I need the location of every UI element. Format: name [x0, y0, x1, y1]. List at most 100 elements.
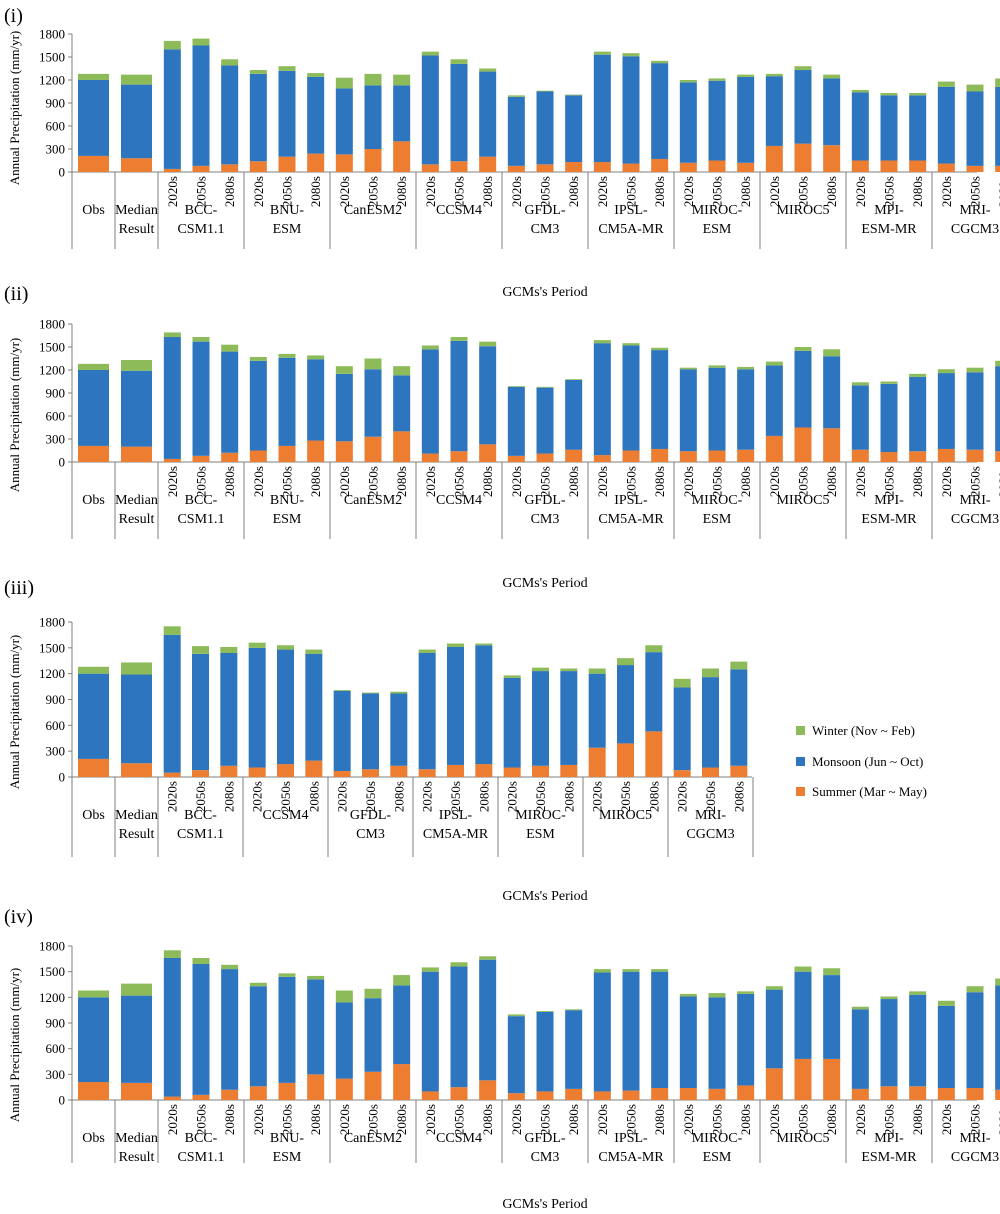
bar-segment-monsoon [507, 1016, 525, 1094]
bar-segment-winter [475, 643, 493, 646]
bar-segment-monsoon [248, 647, 266, 768]
bar-segment-monsoon [880, 999, 898, 1087]
bar-segment-summer [221, 452, 239, 462]
y-tick-label: 600 [46, 409, 66, 424]
bar-segment-monsoon [737, 369, 755, 450]
period-tick-label: 2020s [165, 781, 180, 812]
bar-segment-monsoon [192, 45, 210, 166]
bar-segment-monsoon [475, 645, 493, 765]
bar-segment-summer [651, 448, 669, 462]
bar-segment-summer [588, 747, 606, 777]
bar-segment-summer [880, 1086, 898, 1100]
period-tick-label: 2080s [222, 466, 237, 497]
panel-label-iv: (iv) [4, 906, 33, 928]
bar-segment-summer [995, 451, 1000, 462]
bar-segment-monsoon [679, 369, 697, 452]
bar-segment-winter [794, 966, 812, 972]
group-label: GFDL-CM3 [524, 1131, 566, 1165]
bar-segment-winter [966, 367, 984, 373]
bar-segment-winter [651, 60, 669, 64]
bar-segment-summer [536, 1091, 554, 1100]
period-tick-label: 2080s [738, 1104, 753, 1135]
bar-segment-monsoon [708, 997, 726, 1089]
period-tick-label: 2020s [681, 1104, 696, 1135]
bar-segment-winter [447, 643, 464, 647]
bar-segment-monsoon [937, 1005, 955, 1089]
bar-segment-winter [450, 337, 468, 341]
bar-segment-summer [221, 164, 239, 172]
bar-segment-winter [565, 94, 583, 96]
group-label: CCSM4 [436, 203, 482, 218]
period-tick-label: 2050s [624, 176, 639, 207]
period-tick-label: 2050s [624, 1104, 639, 1135]
y-tick-label: 1200 [39, 990, 65, 1005]
period-tick-label: 2050s [796, 176, 811, 207]
period-tick-label: 2020s [250, 781, 265, 812]
bar-segment-summer [823, 145, 841, 172]
bar-segment-winter [307, 355, 325, 360]
bar-segment-summer [121, 158, 152, 172]
bar-segment-monsoon [249, 73, 267, 162]
bar-segment-monsoon [708, 367, 726, 451]
bar-segment-monsoon [909, 95, 927, 161]
bar-segment-summer [560, 764, 578, 777]
bar-segment-summer [794, 427, 812, 462]
bar-segment-monsoon [418, 653, 436, 770]
panel-label-i: (i) [4, 5, 23, 27]
bar-segment-winter [507, 386, 525, 387]
bar-segment-summer [851, 1088, 869, 1100]
chart-panel-4: 0 300 600 900 1200 1500 1800 Obs Median Result 202… [39, 939, 1000, 1165]
y-tick-label: 1800 [39, 939, 65, 954]
y-tick-label: 600 [46, 1041, 66, 1056]
y-tick-label: 1500 [39, 340, 65, 355]
period-tick-label: 2020s [595, 466, 610, 497]
bar-segment-winter [479, 956, 497, 960]
bar-segment-summer [364, 1071, 382, 1100]
bar-segment-monsoon [393, 85, 411, 142]
period-tick-label: 2050s [366, 1104, 381, 1135]
period-tick-label: 2050s [366, 466, 381, 497]
bar-segment-summer [702, 767, 719, 777]
y-tick-label: 1500 [39, 640, 65, 655]
group-label: IPSL-CM5A-MR [598, 1131, 664, 1165]
bar-segment-monsoon [794, 971, 812, 1059]
group-label: Median Result [115, 493, 158, 527]
bar-segment-summer [794, 1058, 812, 1100]
bar-segment-winter [221, 964, 239, 970]
bar-segment-summer [121, 763, 152, 777]
bar-segment-summer [503, 767, 521, 777]
bar-segment-monsoon [364, 369, 382, 437]
period-tick-label: 2020s [767, 176, 782, 207]
y-axis-title-i: Annual Precipitation (mm/yr) [7, 31, 22, 186]
period-tick-label: 2080s [222, 176, 237, 207]
y-tick-label: 900 [46, 1016, 66, 1031]
bar-segment-summer [794, 143, 812, 172]
bar-segment-monsoon [335, 88, 353, 155]
legend-label-winter: Winter (Nov ~ Feb) [812, 723, 915, 738]
group-label: MIROC5 [777, 493, 830, 508]
bar-segment-summer [335, 1078, 353, 1100]
period-tick-label: 2080s [824, 466, 839, 497]
bar-segment-summer [679, 162, 697, 172]
bar-segment-winter [278, 66, 296, 71]
bar-segment-winter [730, 661, 748, 670]
bar-segment-winter [479, 68, 497, 72]
bar-segment-summer [645, 731, 663, 777]
bar-segment-winter [220, 646, 238, 653]
bar-segment-winter [679, 367, 697, 370]
bar-segment-summer [421, 164, 439, 172]
bar-segment-winter [851, 382, 869, 386]
bar-segment-winter [937, 369, 955, 374]
bar-segment-summer [565, 162, 583, 172]
period-tick-label: 2020s [165, 1104, 180, 1135]
bar-segment-winter [622, 53, 640, 57]
bar-segment-summer [909, 1086, 927, 1100]
period-tick-label: 2050s [280, 466, 295, 497]
bar-segment-monsoon [450, 63, 468, 162]
y-tick-label: 600 [46, 718, 66, 733]
bar-segment-winter [823, 74, 841, 79]
group-label: MIROC-ESM [692, 1131, 743, 1165]
bar-segment-monsoon [447, 646, 464, 765]
bar-segment-summer [479, 156, 497, 172]
bar-segment-winter [307, 975, 325, 980]
